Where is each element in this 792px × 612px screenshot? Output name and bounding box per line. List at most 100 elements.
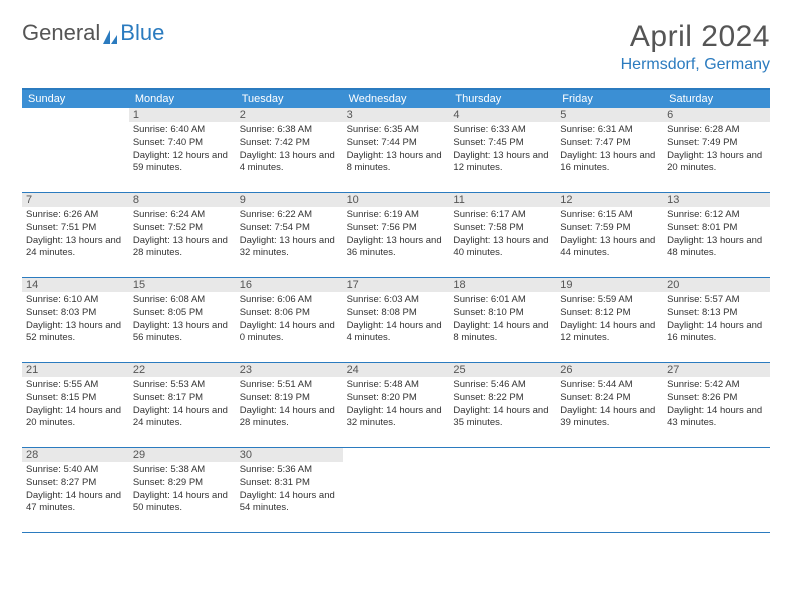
sunrise-text: Sunrise: 5:42 AM bbox=[667, 379, 766, 392]
sunset-text: Sunset: 8:10 PM bbox=[453, 307, 552, 320]
calendar-day bbox=[556, 448, 663, 532]
calendar-day bbox=[22, 108, 129, 192]
sunrise-text: Sunrise: 5:57 AM bbox=[667, 294, 766, 307]
sunrise-text: Sunrise: 6:26 AM bbox=[26, 209, 125, 222]
day-number: 4 bbox=[449, 108, 556, 122]
calendar-week: 7Sunrise: 6:26 AMSunset: 7:51 PMDaylight… bbox=[22, 193, 770, 278]
daylight-text: Daylight: 14 hours and 32 minutes. bbox=[347, 405, 446, 431]
calendar-day: 13Sunrise: 6:12 AMSunset: 8:01 PMDayligh… bbox=[663, 193, 770, 277]
day-number: 11 bbox=[449, 193, 556, 207]
day-number: 29 bbox=[129, 448, 236, 462]
day-number: 26 bbox=[556, 363, 663, 377]
sunset-text: Sunset: 7:47 PM bbox=[560, 137, 659, 150]
day-headers-row: SundayMondayTuesdayWednesdayThursdayFrid… bbox=[22, 90, 770, 108]
calendar-day: 2Sunrise: 6:38 AMSunset: 7:42 PMDaylight… bbox=[236, 108, 343, 192]
sunrise-text: Sunrise: 6:10 AM bbox=[26, 294, 125, 307]
calendar-day: 1Sunrise: 6:40 AMSunset: 7:40 PMDaylight… bbox=[129, 108, 236, 192]
daylight-text: Daylight: 13 hours and 28 minutes. bbox=[133, 235, 232, 261]
day-details: Sunrise: 5:51 AMSunset: 8:19 PMDaylight:… bbox=[236, 377, 343, 432]
sunrise-text: Sunrise: 5:40 AM bbox=[26, 464, 125, 477]
calendar-day bbox=[663, 448, 770, 532]
day-header: Sunday bbox=[22, 90, 129, 108]
daylight-text: Daylight: 14 hours and 20 minutes. bbox=[26, 405, 125, 431]
sunrise-text: Sunrise: 6:12 AM bbox=[667, 209, 766, 222]
day-number: 20 bbox=[663, 278, 770, 292]
day-number bbox=[449, 448, 556, 450]
calendar: SundayMondayTuesdayWednesdayThursdayFrid… bbox=[22, 88, 770, 533]
sunset-text: Sunset: 7:42 PM bbox=[240, 137, 339, 150]
daylight-text: Daylight: 14 hours and 35 minutes. bbox=[453, 405, 552, 431]
calendar-week: 14Sunrise: 6:10 AMSunset: 8:03 PMDayligh… bbox=[22, 278, 770, 363]
day-details: Sunrise: 6:03 AMSunset: 8:08 PMDaylight:… bbox=[343, 292, 450, 347]
daylight-text: Daylight: 13 hours and 56 minutes. bbox=[133, 320, 232, 346]
sunset-text: Sunset: 8:05 PM bbox=[133, 307, 232, 320]
sunset-text: Sunset: 7:59 PM bbox=[560, 222, 659, 235]
sunrise-text: Sunrise: 6:22 AM bbox=[240, 209, 339, 222]
day-details: Sunrise: 6:24 AMSunset: 7:52 PMDaylight:… bbox=[129, 207, 236, 262]
sunrise-text: Sunrise: 6:17 AM bbox=[453, 209, 552, 222]
day-number: 25 bbox=[449, 363, 556, 377]
page-subtitle: Hermsdorf, Germany bbox=[621, 56, 770, 74]
calendar-day: 23Sunrise: 5:51 AMSunset: 8:19 PMDayligh… bbox=[236, 363, 343, 447]
day-details: Sunrise: 6:22 AMSunset: 7:54 PMDaylight:… bbox=[236, 207, 343, 262]
sunset-text: Sunset: 8:13 PM bbox=[667, 307, 766, 320]
calendar-day: 27Sunrise: 5:42 AMSunset: 8:26 PMDayligh… bbox=[663, 363, 770, 447]
day-details: Sunrise: 6:38 AMSunset: 7:42 PMDaylight:… bbox=[236, 122, 343, 177]
sunrise-text: Sunrise: 6:33 AM bbox=[453, 124, 552, 137]
calendar-day: 26Sunrise: 5:44 AMSunset: 8:24 PMDayligh… bbox=[556, 363, 663, 447]
daylight-text: Daylight: 14 hours and 39 minutes. bbox=[560, 405, 659, 431]
sunset-text: Sunset: 7:54 PM bbox=[240, 222, 339, 235]
day-details: Sunrise: 6:28 AMSunset: 7:49 PMDaylight:… bbox=[663, 122, 770, 177]
sunrise-text: Sunrise: 5:53 AM bbox=[133, 379, 232, 392]
sunset-text: Sunset: 7:44 PM bbox=[347, 137, 446, 150]
calendar-day: 28Sunrise: 5:40 AMSunset: 8:27 PMDayligh… bbox=[22, 448, 129, 532]
day-number bbox=[556, 448, 663, 450]
day-details: Sunrise: 6:01 AMSunset: 8:10 PMDaylight:… bbox=[449, 292, 556, 347]
daylight-text: Daylight: 14 hours and 0 minutes. bbox=[240, 320, 339, 346]
day-details: Sunrise: 5:36 AMSunset: 8:31 PMDaylight:… bbox=[236, 462, 343, 517]
day-number: 3 bbox=[343, 108, 450, 122]
calendar-day: 17Sunrise: 6:03 AMSunset: 8:08 PMDayligh… bbox=[343, 278, 450, 362]
day-number: 30 bbox=[236, 448, 343, 462]
day-details: Sunrise: 6:40 AMSunset: 7:40 PMDaylight:… bbox=[129, 122, 236, 177]
sunset-text: Sunset: 8:06 PM bbox=[240, 307, 339, 320]
calendar-day: 9Sunrise: 6:22 AMSunset: 7:54 PMDaylight… bbox=[236, 193, 343, 277]
calendar-day bbox=[449, 448, 556, 532]
sunset-text: Sunset: 8:08 PM bbox=[347, 307, 446, 320]
page-header: General Blue April 2024 Hermsdorf, Germa… bbox=[22, 20, 770, 74]
day-details: Sunrise: 6:17 AMSunset: 7:58 PMDaylight:… bbox=[449, 207, 556, 262]
sunrise-text: Sunrise: 6:40 AM bbox=[133, 124, 232, 137]
day-header: Tuesday bbox=[236, 90, 343, 108]
daylight-text: Daylight: 13 hours and 20 minutes. bbox=[667, 150, 766, 176]
calendar-day: 10Sunrise: 6:19 AMSunset: 7:56 PMDayligh… bbox=[343, 193, 450, 277]
calendar-day: 3Sunrise: 6:35 AMSunset: 7:44 PMDaylight… bbox=[343, 108, 450, 192]
calendar-day: 11Sunrise: 6:17 AMSunset: 7:58 PMDayligh… bbox=[449, 193, 556, 277]
daylight-text: Daylight: 13 hours and 48 minutes. bbox=[667, 235, 766, 261]
sunrise-text: Sunrise: 6:03 AM bbox=[347, 294, 446, 307]
day-number bbox=[343, 448, 450, 450]
sunset-text: Sunset: 7:49 PM bbox=[667, 137, 766, 150]
sunrise-text: Sunrise: 6:19 AM bbox=[347, 209, 446, 222]
sunset-text: Sunset: 7:40 PM bbox=[133, 137, 232, 150]
day-header: Wednesday bbox=[343, 90, 450, 108]
day-details: Sunrise: 6:26 AMSunset: 7:51 PMDaylight:… bbox=[22, 207, 129, 262]
calendar-day bbox=[343, 448, 450, 532]
sunrise-text: Sunrise: 5:51 AM bbox=[240, 379, 339, 392]
calendar-day: 8Sunrise: 6:24 AMSunset: 7:52 PMDaylight… bbox=[129, 193, 236, 277]
sunrise-text: Sunrise: 5:44 AM bbox=[560, 379, 659, 392]
daylight-text: Daylight: 13 hours and 32 minutes. bbox=[240, 235, 339, 261]
sunset-text: Sunset: 8:19 PM bbox=[240, 392, 339, 405]
daylight-text: Daylight: 13 hours and 44 minutes. bbox=[560, 235, 659, 261]
sunrise-text: Sunrise: 5:55 AM bbox=[26, 379, 125, 392]
daylight-text: Daylight: 13 hours and 16 minutes. bbox=[560, 150, 659, 176]
day-details: Sunrise: 6:33 AMSunset: 7:45 PMDaylight:… bbox=[449, 122, 556, 177]
sunrise-text: Sunrise: 6:35 AM bbox=[347, 124, 446, 137]
sunset-text: Sunset: 8:01 PM bbox=[667, 222, 766, 235]
day-number: 27 bbox=[663, 363, 770, 377]
sunrise-text: Sunrise: 6:15 AM bbox=[560, 209, 659, 222]
calendar-day: 5Sunrise: 6:31 AMSunset: 7:47 PMDaylight… bbox=[556, 108, 663, 192]
calendar-day: 7Sunrise: 6:26 AMSunset: 7:51 PMDaylight… bbox=[22, 193, 129, 277]
day-number: 22 bbox=[129, 363, 236, 377]
sunset-text: Sunset: 7:56 PM bbox=[347, 222, 446, 235]
calendar-day: 19Sunrise: 5:59 AMSunset: 8:12 PMDayligh… bbox=[556, 278, 663, 362]
